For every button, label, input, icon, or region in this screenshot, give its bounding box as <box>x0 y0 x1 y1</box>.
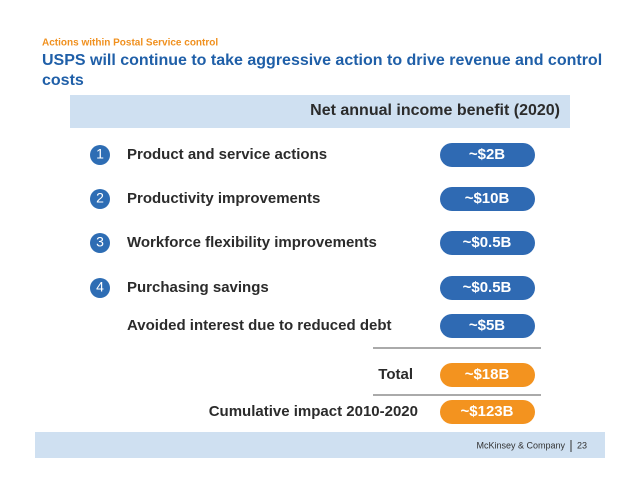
row-number-badge <box>90 145 110 165</box>
row-number-badge <box>90 189 110 209</box>
total-pill <box>440 363 535 387</box>
total-value: ~$18B <box>465 366 510 383</box>
footer-band <box>35 432 605 458</box>
row-label: Avoided interest due to reduced debt <box>127 317 391 334</box>
cumulative-pill <box>440 400 535 424</box>
row-label: Workforce flexibility improvements <box>127 234 377 251</box>
value-pill <box>440 276 535 300</box>
row-value: ~$2B <box>469 146 505 163</box>
cumulative-value: ~$123B <box>461 403 514 420</box>
row-value: ~$0.5B <box>463 279 512 296</box>
row-label: Purchasing savings <box>127 279 269 296</box>
total-label: Total <box>378 366 413 383</box>
value-pill <box>440 314 535 338</box>
value-pill <box>440 143 535 167</box>
row-label: Product and service actions <box>127 146 327 163</box>
title-line: USPS will continue to take aggressive ac… <box>42 52 602 69</box>
row-number-badge <box>90 278 110 298</box>
value-pill <box>440 187 535 211</box>
footer-page: 23 <box>577 440 587 450</box>
row-value: ~$0.5B <box>463 234 512 251</box>
row-number: 2 <box>96 190 104 206</box>
rows: 1 Product and service actions ~$2B 2 Product… <box>90 143 535 338</box>
row-number: 4 <box>96 279 104 295</box>
row-value: ~$10B <box>465 190 510 207</box>
kicker: Actions within Postal Service control <box>42 38 218 49</box>
title-line: costs <box>42 72 84 89</box>
row-value: ~$5B <box>469 317 505 334</box>
row-number: 1 <box>96 146 104 162</box>
cumulative-label: Cumulative impact 2010-2020 <box>209 403 418 420</box>
row-label: Productivity improvements <box>127 190 320 207</box>
row-number: 3 <box>96 234 104 250</box>
value-pill <box>440 231 535 255</box>
row-number-badge <box>90 233 110 253</box>
header-band <box>70 95 570 128</box>
footer-company: McKinsey & Company <box>476 440 565 450</box>
column-header: Net annual income benefit (2020) <box>310 102 560 119</box>
